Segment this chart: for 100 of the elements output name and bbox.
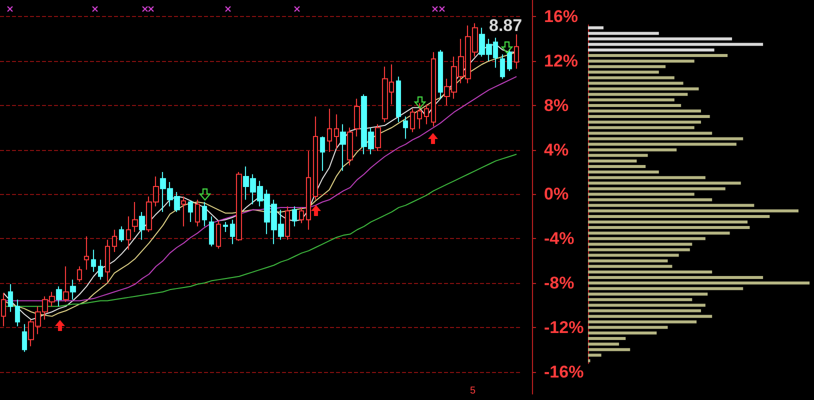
bar	[588, 159, 637, 162]
candlestick	[285, 206, 290, 240]
bar	[588, 348, 630, 352]
candlestick	[507, 48, 512, 72]
bar	[588, 170, 659, 174]
bar	[588, 154, 648, 157]
bar	[588, 76, 674, 80]
candlestick	[202, 201, 207, 227]
bar	[588, 142, 736, 146]
candlestick	[236, 172, 242, 242]
bar	[588, 298, 692, 302]
bar	[588, 70, 659, 74]
bar	[588, 237, 706, 240]
candlestick	[514, 34, 519, 70]
bar	[588, 120, 701, 124]
candlestick	[195, 199, 200, 227]
bar	[588, 259, 668, 262]
candlestick	[403, 116, 408, 140]
bar	[588, 176, 706, 180]
candlestick	[209, 216, 214, 247]
bar	[588, 309, 701, 312]
candlestick	[438, 49, 443, 100]
bar	[588, 92, 688, 96]
candlestick	[354, 98, 360, 138]
candlestick	[22, 324, 27, 352]
candlestick	[139, 211, 145, 240]
candlestick	[340, 124, 346, 172]
bar	[588, 32, 659, 35]
bar	[588, 132, 712, 135]
bar	[588, 232, 730, 235]
candlestick	[56, 286, 62, 307]
bar	[588, 187, 726, 190]
bar	[588, 314, 712, 318]
candlestick	[223, 221, 228, 232]
candlestick	[417, 102, 422, 130]
candlestick	[119, 226, 124, 242]
candlestick	[70, 279, 76, 300]
candlestick	[91, 249, 96, 272]
bar	[588, 320, 697, 324]
bar	[588, 342, 620, 346]
candlestick	[327, 108, 332, 153]
candlestick	[105, 239, 110, 282]
bar	[588, 192, 694, 196]
bar	[588, 209, 798, 212]
candlestick	[306, 150, 311, 230]
bar	[588, 104, 682, 107]
bar	[588, 110, 701, 113]
bar	[588, 204, 754, 207]
candlestick	[230, 219, 235, 245]
candlestick	[8, 284, 13, 312]
bar	[588, 87, 699, 90]
candlestick	[431, 52, 436, 128]
y-tick-label: -8%	[544, 274, 574, 293]
candlestick	[98, 259, 103, 280]
bar	[588, 42, 764, 46]
candlestick	[299, 207, 304, 224]
bar	[588, 270, 712, 274]
bar	[588, 282, 810, 285]
bar	[588, 331, 657, 334]
bar	[588, 182, 741, 185]
bar	[588, 98, 674, 102]
bar	[588, 115, 710, 118]
candlestick	[375, 124, 381, 152]
candlestick	[320, 136, 325, 172]
y-tick-label: 8%	[544, 96, 569, 115]
candlestick	[112, 229, 117, 252]
bar	[588, 148, 677, 152]
candlestick	[188, 200, 193, 222]
bar	[588, 82, 684, 85]
y-tick-label: -12%	[544, 318, 584, 337]
candlestick	[313, 116, 318, 200]
bar	[588, 354, 602, 357]
bar	[588, 276, 764, 279]
bar	[588, 54, 728, 58]
bar	[588, 126, 694, 130]
candlestick	[216, 220, 221, 250]
bar	[588, 60, 694, 63]
candlestick	[292, 206, 297, 227]
y-tick-label: 4%	[544, 140, 569, 160]
bar	[588, 254, 679, 257]
bar	[588, 337, 626, 340]
candlestick	[347, 127, 353, 166]
y-tick-label: 12%	[544, 52, 578, 71]
bar	[588, 264, 672, 268]
bar	[588, 37, 732, 40]
bar	[588, 242, 692, 246]
bar	[588, 248, 690, 252]
y-tick-label: -4%	[544, 229, 574, 248]
bar	[588, 287, 744, 290]
candlestick	[1, 292, 6, 327]
bar	[588, 292, 708, 296]
candlestick	[15, 299, 20, 327]
candlestick	[500, 54, 505, 80]
y-tick-label: 0%	[544, 184, 569, 204]
candlestick	[84, 236, 89, 270]
bar	[588, 65, 666, 68]
candlestick	[396, 76, 401, 123]
candlestick	[334, 114, 339, 150]
bar	[588, 137, 744, 140]
bar	[588, 165, 646, 168]
